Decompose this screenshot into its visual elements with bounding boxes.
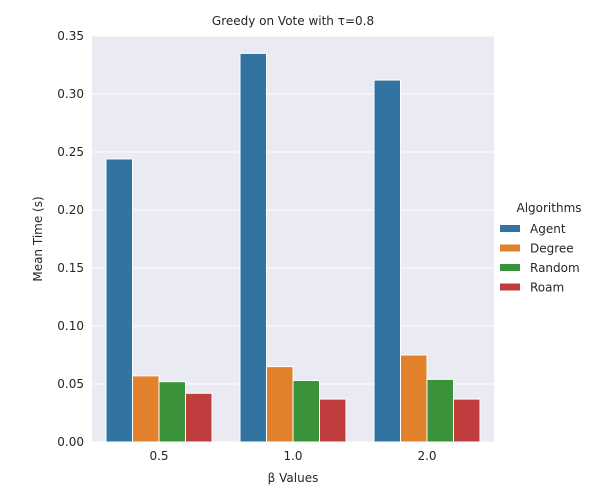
bar-agent-0.5 [105,158,133,443]
legend: Algorithms Agent Degree Random Roam [500,201,582,295]
legend-swatch-random [500,264,520,271]
bar-random-2.0 [426,378,454,443]
chart-title: Greedy on Vote with τ=0.8 [212,14,374,28]
x-tick-label: 1.0 [283,449,302,463]
y-tick-label: 0.30 [57,87,84,101]
x-axis-label: β Values [268,471,319,485]
y-tick-label: 0.35 [57,29,84,43]
legend-label-degree: Degree [530,242,574,256]
y-tick-label: 0.15 [57,261,84,275]
bar-degree-0.5 [132,375,160,443]
y-tick-label: 0.00 [57,435,84,449]
legend-label-random: Random [530,261,580,275]
x-tick-labels: 0.5 1.0 2.0 [149,449,436,463]
y-tick-label: 0.20 [57,203,84,217]
bar-roam-1.0 [319,398,347,443]
y-tick-labels: 0.00 0.05 0.10 0.15 0.20 0.25 0.30 0.35 [57,29,84,449]
x-tick-label: 2.0 [417,449,436,463]
bar-roam-2.0 [453,398,481,443]
legend-swatch-agent [500,225,520,232]
bar-roam-0.5 [185,392,213,443]
bars [105,52,481,443]
bar-random-0.5 [158,381,186,443]
bar-random-1.0 [292,380,320,443]
bar-agent-2.0 [373,79,401,443]
legend-swatch-degree [500,244,520,252]
legend-swatch-roam [500,283,520,291]
y-tick-label: 0.25 [57,145,84,159]
legend-items: Agent Degree Random Roam [500,222,580,295]
legend-label-roam: Roam [530,281,564,295]
y-axis-label: Mean Time (s) [31,196,45,281]
bar-degree-2.0 [400,354,428,443]
bar-degree-1.0 [266,366,294,443]
y-tick-label: 0.05 [57,377,84,391]
legend-title: Algorithms [516,201,581,215]
x-tick-label: 0.5 [149,449,168,463]
legend-label-agent: Agent [530,222,566,236]
bar-agent-1.0 [239,52,267,443]
y-tick-label: 0.10 [57,319,84,333]
